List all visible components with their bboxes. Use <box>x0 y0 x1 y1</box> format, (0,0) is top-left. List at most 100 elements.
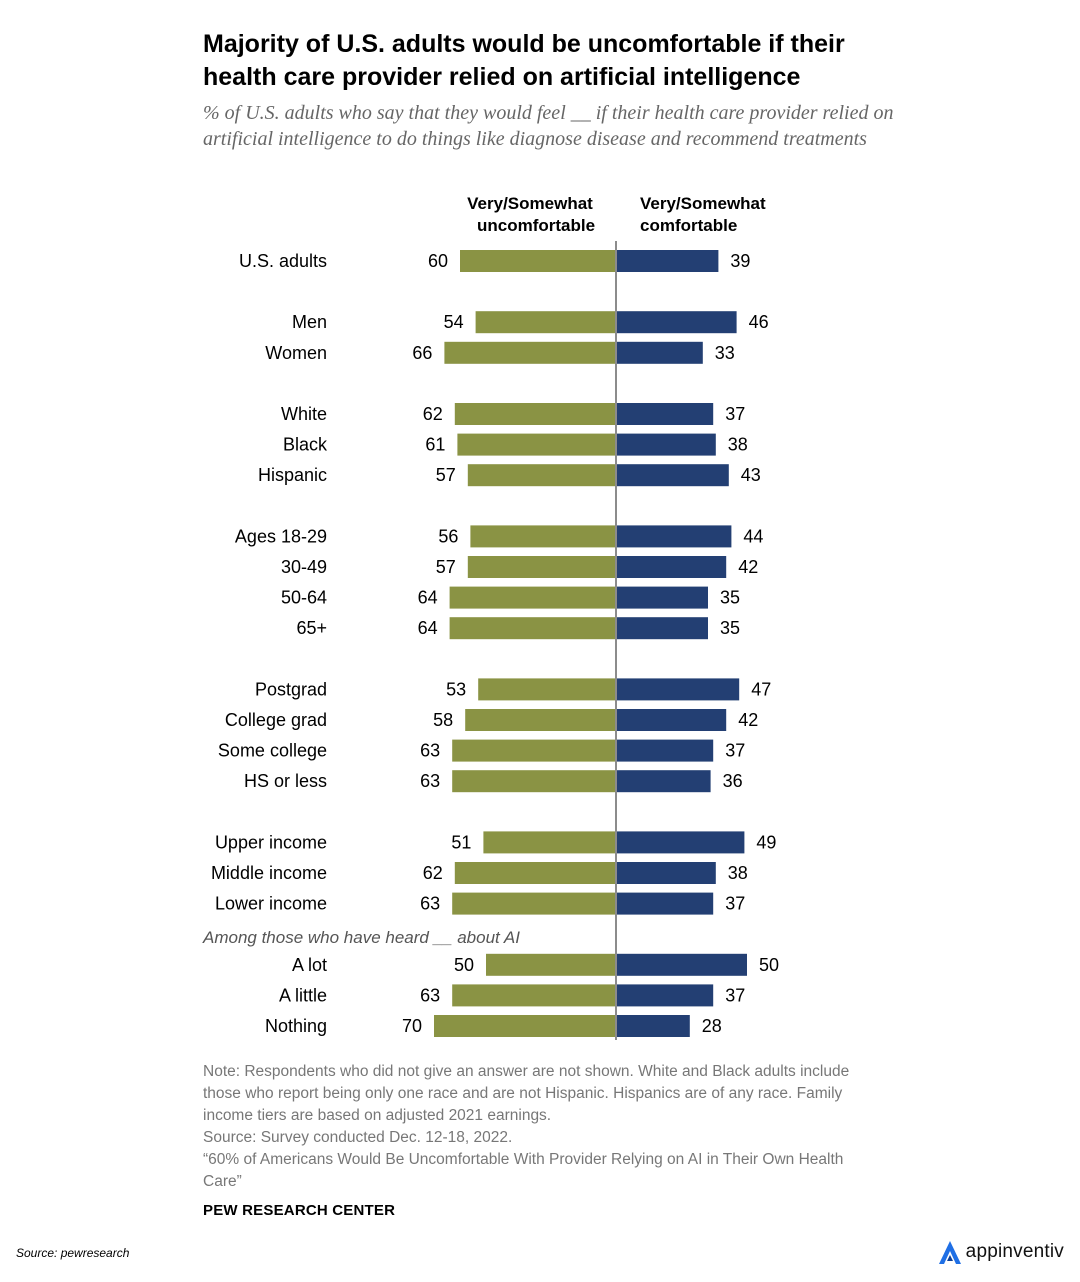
bar-comfortable-black <box>617 433 716 456</box>
value-uncomfortable-30-49: 57 <box>436 557 456 577</box>
bar-uncomfortable-women <box>444 341 616 364</box>
row-label-college-grad: College grad <box>225 710 327 730</box>
chart-notes: Note: Respondents who did not give an an… <box>203 1061 863 1193</box>
value-uncomfortable-lower-income: 63 <box>420 894 440 914</box>
bar-uncomfortable-hispanic <box>467 464 616 487</box>
value-uncomfortable-college-grad: 58 <box>433 710 453 730</box>
value-uncomfortable-middle-income: 62 <box>423 863 443 883</box>
bar-comfortable-a-little <box>617 984 714 1007</box>
bar-comfortable-some-college <box>617 739 714 762</box>
row-label-a-lot: A lot <box>292 955 327 975</box>
appinventiv-logo-icon <box>938 1241 961 1264</box>
row-label-women: Women <box>265 343 327 363</box>
header-uncomfortable-line1: Very/Somewhat <box>467 194 593 213</box>
bar-uncomfortable-hs-or-less <box>452 770 616 793</box>
value-uncomfortable-50-64: 64 <box>418 588 438 608</box>
value-comfortable-college-grad: 42 <box>738 710 758 730</box>
source-text: Source: Survey conducted Dec. 12-18, 202… <box>203 1129 513 1146</box>
value-uncomfortable-white: 62 <box>423 404 443 424</box>
header-comfortable-line1: Very/Somewhat <box>640 194 766 213</box>
value-uncomfortable-a-lot: 50 <box>454 955 474 975</box>
pew-brand: PEW RESEARCH CENTER <box>203 1202 396 1219</box>
image-source: Source: pewresearch <box>16 1246 130 1260</box>
value-comfortable-50-64: 35 <box>720 588 740 608</box>
bar-comfortable-college-grad <box>617 709 727 731</box>
header-uncomfortable-line2: uncomfortable <box>477 216 595 235</box>
bar-uncomfortable-men <box>475 311 616 334</box>
diverging-bar-chart: Very/Somewhat uncomfortable Very/Somewhat c… <box>202 194 779 1040</box>
value-comfortable-a-little: 37 <box>725 985 745 1005</box>
chart-title: Majority of U.S. adults would be uncomfo… <box>203 30 845 91</box>
bar-uncomfortable-nothing <box>434 1015 616 1037</box>
value-uncomfortable-hispanic: 57 <box>436 465 456 485</box>
bar-uncomfortable-upper-income <box>483 831 616 854</box>
bar-uncomfortable-u-s-adults <box>460 250 616 272</box>
value-uncomfortable-men: 54 <box>444 312 464 332</box>
bar-uncomfortable-a-little <box>452 984 616 1007</box>
value-comfortable-nothing: 28 <box>702 1016 722 1036</box>
row-label-50-64: 50-64 <box>281 588 327 608</box>
row-label-white: White <box>281 404 327 424</box>
bar-comfortable-hs-or-less <box>617 770 711 793</box>
value-comfortable-lower-income: 37 <box>725 894 745 914</box>
row-label-black: Black <box>283 435 328 455</box>
value-uncomfortable-ages-18-29: 56 <box>438 526 458 546</box>
row-label-hs-or-less: HS or less <box>244 771 327 791</box>
value-uncomfortable-some-college: 63 <box>420 741 440 761</box>
row-label-nothing: Nothing <box>265 1016 327 1036</box>
bar-comfortable-50-64 <box>617 586 708 609</box>
bar-comfortable-u-s-adults <box>617 250 719 272</box>
bar-comfortable-nothing <box>617 1015 690 1037</box>
bar-uncomfortable-postgrad <box>478 678 616 701</box>
value-comfortable-hispanic: 43 <box>741 465 761 485</box>
value-uncomfortable-women: 66 <box>412 343 432 363</box>
value-comfortable-men: 46 <box>749 312 769 332</box>
bar-comfortable-middle-income <box>617 862 716 884</box>
row-label-ages-18-29: Ages 18-29 <box>235 526 327 546</box>
value-comfortable-some-college: 37 <box>725 741 745 761</box>
value-comfortable-middle-income: 38 <box>728 863 748 883</box>
row-label-hispanic: Hispanic <box>258 465 327 485</box>
bar-comfortable-men <box>617 311 737 334</box>
value-uncomfortable-a-little: 63 <box>420 985 440 1005</box>
row-label-u-s-adults: U.S. adults <box>239 251 327 271</box>
row-label-lower-income: Lower income <box>215 894 327 914</box>
row-label-some-college: Some college <box>218 741 327 761</box>
bar-uncomfortable-some-college <box>452 739 616 762</box>
value-uncomfortable-u-s-adults: 60 <box>428 251 448 271</box>
value-comfortable-black: 38 <box>728 435 748 455</box>
bar-comfortable-postgrad <box>617 678 740 701</box>
row-label-30-49: 30-49 <box>281 557 327 577</box>
bar-comfortable-lower-income <box>617 892 714 915</box>
value-uncomfortable-65-: 64 <box>418 618 438 638</box>
bar-comfortable-upper-income <box>617 831 745 854</box>
header-comfortable-line2: comfortable <box>640 216 737 235</box>
bar-uncomfortable-50-64 <box>449 586 616 609</box>
bar-uncomfortable-black <box>457 433 616 456</box>
note-text: Note: Respondents who did not give an an… <box>203 1063 850 1124</box>
section-label: Among those who have heard __ about AI <box>202 928 520 947</box>
value-uncomfortable-hs-or-less: 63 <box>420 771 440 791</box>
bar-comfortable-30-49 <box>617 556 727 578</box>
value-uncomfortable-black: 61 <box>425 435 445 455</box>
value-comfortable-postgrad: 47 <box>751 679 771 699</box>
value-uncomfortable-postgrad: 53 <box>446 679 466 699</box>
appinventiv-logo: appinventiv <box>937 1238 1064 1266</box>
bar-comfortable-women <box>617 341 703 364</box>
report-title: “60% of Americans Would Be Uncomfortable… <box>203 1151 844 1190</box>
value-comfortable-ages-18-29: 44 <box>743 526 763 546</box>
value-comfortable-women: 33 <box>715 343 735 363</box>
bar-comfortable-ages-18-29 <box>617 525 732 548</box>
bar-comfortable-white <box>617 403 714 425</box>
row-label-men: Men <box>292 312 327 332</box>
value-comfortable-white: 37 <box>725 404 745 424</box>
bar-uncomfortable-middle-income <box>454 862 616 884</box>
value-uncomfortable-nothing: 70 <box>402 1016 422 1036</box>
value-comfortable-65-: 35 <box>720 618 740 638</box>
value-comfortable-a-lot: 50 <box>759 955 779 975</box>
bar-uncomfortable-30-49 <box>467 556 616 578</box>
bar-comfortable-65- <box>617 617 708 640</box>
bar-comfortable-hispanic <box>617 464 729 487</box>
row-label-postgrad: Postgrad <box>255 679 327 699</box>
row-label-a-little: A little <box>279 985 327 1005</box>
